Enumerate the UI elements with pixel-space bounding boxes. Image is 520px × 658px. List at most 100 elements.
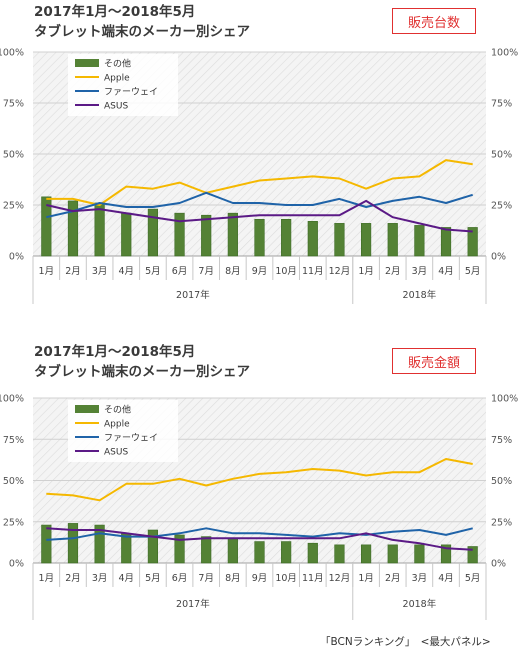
y-tick-label-left: 75% xyxy=(3,435,24,446)
bar xyxy=(334,223,345,257)
bar xyxy=(440,227,452,257)
share-chart-units: 0% 0% 25% 25% 50% 50% 75% 75% 100% 100% 1月 2月 3月 4月 5月… xyxy=(0,48,518,304)
x-tick-label: 8月 xyxy=(225,266,241,277)
x-tick-label: 2月 xyxy=(65,573,81,584)
x-tick-label: 7月 xyxy=(198,573,214,584)
y-tick-label-right: 100% xyxy=(491,48,518,59)
x-tick-label: 6月 xyxy=(172,266,188,277)
bar xyxy=(414,225,425,257)
share-chart-sales: 0% 0% 25% 25% 50% 50% 75% 75% 100% 100% 1月 2月 3月 4月 5月… xyxy=(0,394,518,620)
series-line xyxy=(46,191,473,219)
y-tick-label-left: 0% xyxy=(9,559,24,570)
y-tick-label-right: 75% xyxy=(491,435,512,446)
bar xyxy=(67,200,79,257)
year-group-label: 2017年 xyxy=(176,598,210,610)
y-tick-label-left: 25% xyxy=(3,517,24,528)
bar xyxy=(174,212,185,257)
legend-label: Apple xyxy=(104,74,130,84)
legend-label: ファーウェイ xyxy=(104,87,158,98)
x-tick-label: 8月 xyxy=(225,573,241,584)
bar xyxy=(121,533,132,564)
x-tick-label: 2月 xyxy=(385,266,401,277)
bar xyxy=(94,524,105,564)
bar xyxy=(281,541,292,564)
bar xyxy=(387,544,398,564)
bar xyxy=(121,212,132,257)
x-tick-label: 3月 xyxy=(412,266,428,277)
legend: その他 Apple ファーウェイ ASUS xyxy=(68,400,178,462)
x-tick-label: 1月 xyxy=(358,573,374,584)
x-tick-label: 4月 xyxy=(118,266,134,277)
legend-label: Apple xyxy=(104,420,130,430)
bar xyxy=(254,541,265,564)
x-tick-label: 7月 xyxy=(198,266,214,277)
x-tick-label: 12月 xyxy=(329,266,351,277)
bar xyxy=(360,544,372,564)
bar xyxy=(41,524,52,564)
x-tick-label: 5月 xyxy=(465,573,481,584)
series-line xyxy=(46,159,473,206)
bar xyxy=(147,529,159,564)
x-tick-label: 9月 xyxy=(252,573,268,584)
x-tick-label: 10月 xyxy=(275,573,297,584)
metric-badge: 販売金額 xyxy=(392,348,476,374)
x-tick-label: 2月 xyxy=(385,573,401,584)
series-line xyxy=(46,527,473,541)
bar xyxy=(147,208,159,257)
y-tick-label-right: 50% xyxy=(491,476,512,487)
x-tick-label: 4月 xyxy=(438,266,454,277)
x-tick-label: 10月 xyxy=(275,266,297,277)
bar xyxy=(387,223,398,257)
x-tick-label: 5月 xyxy=(465,266,481,277)
legend-swatch-bar xyxy=(75,405,99,413)
x-tick-label: 11月 xyxy=(302,573,324,584)
bar xyxy=(227,212,238,257)
bar xyxy=(94,202,105,257)
x-tick-label: 1月 xyxy=(39,266,55,277)
chart-panel-units: 2017年1月～2018年5月 タブレット端末のメーカー別シェア 販売台数 0%… xyxy=(0,0,520,318)
source-caption: 「BCNランキング」 <最大パネル> xyxy=(320,636,491,648)
x-tick-label: 9月 xyxy=(252,266,268,277)
bar xyxy=(174,534,185,564)
x-tick-label: 12月 xyxy=(329,573,351,584)
y-tick-label-right: 100% xyxy=(491,394,518,405)
bar xyxy=(307,542,318,564)
x-tick-label: 1月 xyxy=(39,573,55,584)
chart-title-line2: タブレット端末のメーカー別シェア xyxy=(34,24,250,40)
bar xyxy=(307,221,318,257)
y-tick-label-right: 50% xyxy=(491,150,512,161)
bar xyxy=(334,544,345,564)
chart-title-line2: タブレット端末のメーカー別シェア xyxy=(34,364,250,380)
legend-label: その他 xyxy=(104,58,131,70)
year-group-label: 2018年 xyxy=(403,289,437,301)
legend-label: ASUS xyxy=(104,102,128,112)
x-tick-label: 3月 xyxy=(92,573,108,584)
series-line xyxy=(46,199,473,233)
chart-title-line1: 2017年1月～2018年5月 xyxy=(34,344,196,360)
year-group-label: 2018年 xyxy=(403,598,437,610)
bar xyxy=(201,214,212,257)
x-tick-label: 3月 xyxy=(412,573,428,584)
chart-panel-sales: 2017年1月～2018年5月 タブレット端末のメーカー別シェア 販売金額 0%… xyxy=(0,340,520,630)
y-tick-label-right: 75% xyxy=(491,99,512,110)
bar xyxy=(281,218,292,257)
legend-label: ASUS xyxy=(104,448,128,458)
y-tick-label-right: 25% xyxy=(491,517,512,528)
x-tick-label: 6月 xyxy=(172,573,188,584)
y-tick-label-left: 50% xyxy=(3,150,24,161)
x-tick-label: 4月 xyxy=(118,573,134,584)
bar xyxy=(414,544,425,564)
x-tick-label: 3月 xyxy=(92,266,108,277)
y-tick-label-left: 100% xyxy=(0,48,24,59)
x-tick-label: 1月 xyxy=(358,266,374,277)
x-tick-label: 5月 xyxy=(145,266,161,277)
bar xyxy=(467,227,478,257)
chart-title-line1: 2017年1月～2018年5月 xyxy=(34,4,196,20)
bar xyxy=(201,536,212,564)
bar xyxy=(41,196,52,257)
legend-label: ファーウェイ xyxy=(104,433,158,444)
y-tick-label-left: 25% xyxy=(3,201,24,212)
bar xyxy=(360,223,372,257)
series-line xyxy=(46,527,473,551)
legend-swatch-bar xyxy=(75,59,99,67)
